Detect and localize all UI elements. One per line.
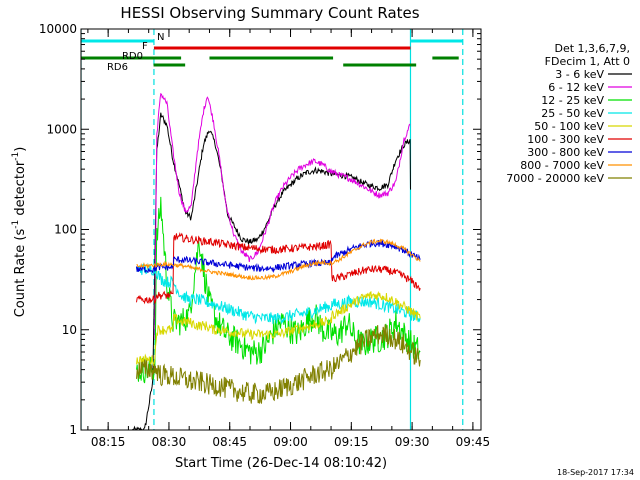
- y-tick-label: 1000: [46, 122, 77, 136]
- legend-label: 6 - 12 keV: [548, 81, 604, 94]
- x-tick-label: 09:45: [456, 435, 491, 449]
- x-tick-label: 09:15: [334, 435, 369, 449]
- legend-header-line-1: Det 1,3,6,7,9,: [554, 42, 630, 55]
- legend-label: 800 - 7000 keV: [520, 159, 604, 172]
- legend-entry: 12 - 25 keV: [541, 94, 632, 107]
- legend-header-line-2: FDecim 1, Att 0: [545, 55, 630, 68]
- y-tick-label: 1: [69, 423, 77, 437]
- x-tick-label: 08:30: [152, 435, 187, 449]
- y-tick-label: 10000: [39, 22, 77, 36]
- series-lines: [132, 92, 421, 430]
- y-tick-label: 10: [62, 323, 77, 337]
- legend-label: 3 - 6 keV: [555, 68, 604, 81]
- legend-entry: 6 - 12 keV: [548, 81, 632, 94]
- series-line: [136, 239, 421, 274]
- legend-entry: 100 - 300 keV: [527, 133, 632, 146]
- series-line: [154, 92, 411, 340]
- chart-title: HESSI Observing Summary Count Rates: [120, 4, 419, 22]
- y-axis-ticks: 1 10 100 1000 10000: [39, 22, 481, 437]
- legend-entry: 25 - 50 keV: [541, 107, 632, 120]
- x-tick-label: 09:00: [273, 435, 308, 449]
- legend-entry: 7000 - 20000 keV: [506, 172, 632, 185]
- generation-timestamp: 18-Sep-2017 17:34: [557, 468, 634, 477]
- flag-bar-label: RD0: [122, 51, 143, 62]
- series-line: [136, 196, 421, 384]
- series-line: [136, 324, 421, 404]
- y-axis-label: Count Rate (s-1 detector-1): [11, 147, 28, 318]
- series-line: [136, 262, 421, 325]
- legend-entry: 800 - 7000 keV: [520, 159, 632, 172]
- y-tick-label: 100: [54, 223, 77, 237]
- x-axis-label: Start Time (26-Dec-14 08:10:42): [175, 456, 387, 471]
- legend-label: 25 - 50 keV: [541, 107, 604, 120]
- x-tick-label: 09:30: [395, 435, 430, 449]
- series-line: [136, 231, 421, 305]
- legend-label: 100 - 300 keV: [527, 133, 604, 146]
- series-line: [136, 238, 421, 281]
- legend-label: 7000 - 20000 keV: [506, 172, 604, 185]
- x-tick-label: 08:45: [212, 435, 247, 449]
- x-axis-ticks: 08:15 08:30 08:45 09:00 09:15 09:30 09:45: [87, 29, 491, 449]
- legend-label: 50 - 100 keV: [534, 120, 604, 133]
- flag-bar-label: F: [142, 41, 148, 52]
- series-line: [136, 290, 421, 367]
- attenuator-state-lines: [81, 29, 464, 430]
- legend-entry: 3 - 6 keV: [555, 68, 632, 81]
- legend-label: 300 - 800 keV: [527, 146, 604, 159]
- x-tick-label: 08:15: [91, 435, 126, 449]
- flag-bar-label: N: [157, 32, 164, 43]
- legend-entry: 50 - 100 keV: [534, 120, 632, 133]
- flag-bar-label: RD6: [107, 62, 128, 73]
- legend-entry: 300 - 800 keV: [527, 146, 632, 159]
- legend-label: 12 - 25 keV: [541, 94, 604, 107]
